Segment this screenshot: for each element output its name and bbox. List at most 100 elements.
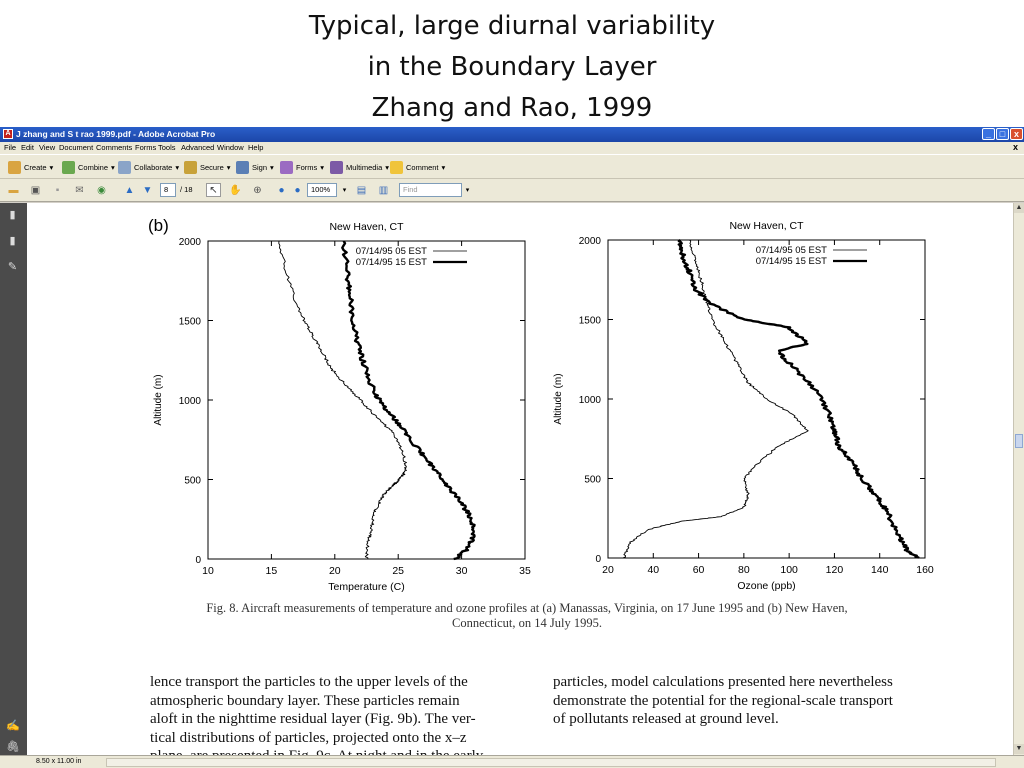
zoom-input[interactable]: 100% (307, 183, 337, 197)
combine-label: Combine (78, 163, 109, 172)
pen-icon (236, 161, 249, 174)
comments-icon[interactable]: ✍ (6, 720, 20, 732)
y-tick-label: 0 (195, 555, 201, 566)
body-right-line-1: particles, model calculations presented … (553, 674, 893, 690)
close-button[interactable]: x (1010, 128, 1023, 140)
next-page-icon[interactable]: ▼ (142, 184, 153, 196)
y-tick-label: 2000 (579, 236, 602, 247)
open-folder-icon[interactable]: ▬ (8, 184, 19, 196)
collaborate-icon (118, 161, 131, 174)
x-tick-label: 120 (826, 564, 844, 576)
menu-forms[interactable]: Forms (135, 143, 157, 152)
save-icon[interactable]: ▪ (55, 184, 60, 196)
find-dropdown-icon[interactable]: ▾ (465, 187, 470, 194)
chevron-down-icon: ▾ (270, 163, 274, 172)
create-icon (8, 161, 21, 174)
form-icon (280, 161, 293, 174)
y-tick-label: 1500 (579, 316, 602, 327)
window-title: J zhang and S t rao 1999.pdf - Adobe Acr… (16, 129, 216, 139)
horizontal-scrollbar[interactable] (106, 758, 996, 767)
marquee-zoom-icon[interactable]: ⊕ (253, 184, 262, 196)
minimize-button[interactable]: _ (982, 128, 995, 140)
series-line-2 (677, 239, 920, 559)
fit-width-icon[interactable]: ▥ (378, 184, 389, 196)
series-line-1 (622, 239, 809, 559)
multimedia-label: Multimedia (346, 163, 383, 172)
comment-label: Comment (406, 163, 439, 172)
chevron-down-icon: ▾ (441, 163, 446, 172)
body-left-line-4: tical distributions of particles, projec… (150, 729, 467, 746)
select-tool-icon[interactable]: ↖ (206, 183, 221, 197)
navigation-pane: ▮ ▮ ✎ ✍ 🖇 (0, 203, 27, 755)
multimedia-button[interactable]: Multimedia ▾ (330, 160, 389, 175)
slide-title-line-1: Typical, large diurnal variability (308, 11, 716, 41)
secure-label: Secure (200, 163, 224, 172)
bookmarks-icon[interactable]: ▮ (9, 235, 16, 247)
chevron-down-icon: ▾ (226, 163, 231, 172)
menu-advanced[interactable]: Advanced (181, 143, 215, 152)
x-tick-label: 10 (202, 565, 214, 577)
find-input[interactable]: Find (399, 183, 462, 197)
scroll-up-icon[interactable]: ▲ (1014, 203, 1024, 213)
page-total: / 18 (180, 185, 193, 194)
legend-label-2: 07/14/95 15 EST (356, 257, 427, 268)
zoom-out-icon[interactable]: ● (278, 184, 285, 196)
scroll-down-icon[interactable]: ▼ (1014, 744, 1024, 754)
share-icon[interactable]: ◉ (97, 184, 106, 196)
body-left-line-3: aloft in the nighttime residual layer (F… (150, 711, 476, 727)
menu-window[interactable]: Window (217, 143, 244, 152)
fit-page-icon[interactable]: ▤ (356, 184, 367, 196)
sign-label: Sign (252, 163, 268, 172)
combine-icon (62, 161, 75, 174)
zoom-dropdown-icon[interactable]: ▾ (342, 187, 347, 194)
forms-button[interactable]: Forms ▾ (280, 160, 324, 175)
menu-help[interactable]: Help (248, 143, 264, 152)
maximize-button[interactable]: □ (996, 128, 1009, 140)
hand-tool-icon[interactable]: ✋ (229, 184, 242, 196)
x-tick-label: 30 (456, 565, 468, 577)
caption-line-2: Connecticut, on 14 July 1995. (452, 616, 602, 630)
navigation-toolbar: ▬ ▣ ▪ ✉ ◉ ▲ ▼ 8 / 18 ↖ ✋ ⊕ ● ● 100% ▾ ▤ … (0, 179, 1024, 202)
signatures-icon[interactable]: ✎ (7, 261, 18, 273)
attachments-icon[interactable]: 🖇 (6, 741, 20, 753)
document-page[interactable]: (b) New Haven, CT 10 15 20 25 30 35 0 500 1000 150… (27, 203, 1013, 755)
create-button[interactable]: Create ▾ (8, 160, 53, 175)
scroll-thumb[interactable] (1015, 434, 1023, 448)
previous-page-icon[interactable]: ▲ (124, 184, 135, 196)
x-tick-label: 160 (916, 564, 934, 576)
menu-document[interactable]: Document (59, 143, 94, 152)
chevron-down-icon: ▾ (320, 163, 325, 172)
collaborate-button[interactable]: Collaborate ▾ (118, 160, 179, 175)
chart-title: New Haven, CT (329, 221, 404, 233)
acrobat-app-icon: A (3, 129, 13, 139)
email-icon[interactable]: ✉ (75, 184, 84, 196)
figure-caption: Fig. 8. Aircraft measurements of tempera… (147, 601, 907, 631)
sign-button[interactable]: Sign ▾ (236, 160, 274, 175)
task-toolbar: Create ▾ Combine ▾ Collaborate ▾ Secure ▾ Si… (0, 154, 1024, 179)
x-tick-label: 20 (329, 565, 341, 577)
legend-label-2: 07/14/95 15 EST (756, 256, 827, 267)
menu-file[interactable]: File (4, 143, 17, 152)
acrobat-window: A J zhang and S t rao 1999.pdf - Adobe A… (0, 127, 1024, 768)
menu-tools[interactable]: Tools (158, 143, 176, 152)
print-icon[interactable]: ▣ (30, 184, 41, 196)
comment-button[interactable]: Comment ▾ (390, 160, 445, 175)
menu-view[interactable]: View (39, 143, 56, 152)
secure-button[interactable]: Secure ▾ (184, 160, 231, 175)
combine-button[interactable]: Combine ▾ (62, 160, 115, 175)
chevron-down-icon: ▾ (111, 163, 115, 172)
zoom-in-icon[interactable]: ● (294, 184, 301, 196)
pages-icon[interactable]: ▮ (9, 209, 16, 221)
y-tick-label: 500 (184, 476, 201, 487)
document-close-icon[interactable]: x (1012, 142, 1018, 152)
chevron-down-icon: ▾ (385, 163, 390, 172)
vertical-scrollbar[interactable]: ▲ ▼ (1013, 203, 1024, 755)
menu-edit[interactable]: Edit (21, 143, 34, 152)
page-number-input[interactable]: 8 (160, 183, 176, 197)
y-tick-label: 1500 (179, 317, 202, 328)
temperature-profile-chart: New Haven, CT 10 15 20 25 30 35 0 500 1000 1500 200… (153, 221, 531, 593)
x-axis-label: Temperature (C) (328, 581, 404, 593)
chevron-down-icon: ▾ (49, 163, 54, 172)
menu-comments[interactable]: Comments (96, 143, 133, 152)
